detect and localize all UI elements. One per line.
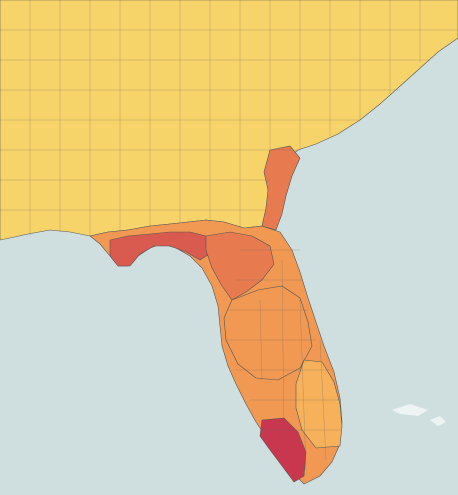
region-florida-peninsula — [89, 219, 343, 485]
region-atlantic-coast — [261, 145, 301, 231]
region-florida-panhandle — [109, 231, 213, 267]
region-gulf-coast — [205, 231, 275, 301]
county-borders — [0, 0, 458, 471]
bahamas-islands — [392, 404, 446, 426]
region-southwest-florida — [259, 417, 307, 483]
